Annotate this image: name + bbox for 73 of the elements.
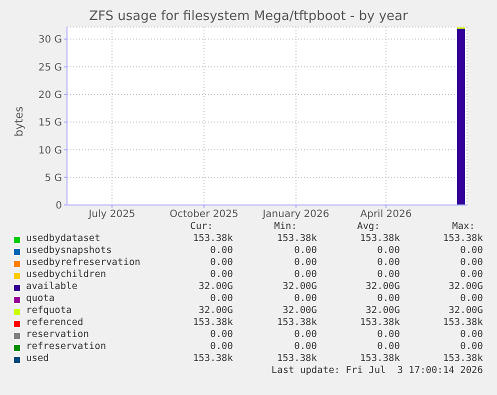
text: 0.00 [459, 257, 483, 268]
text: 32.00G [448, 281, 483, 292]
y-tick-label: 0 [56, 200, 62, 212]
text: 0.00 [209, 257, 233, 268]
text: 0.00 [376, 269, 400, 280]
legend-label: reservation [26, 329, 89, 340]
y-axis-title: bytes [12, 106, 26, 137]
text: 32.00G [364, 281, 400, 292]
text: 153.38k [358, 353, 400, 364]
text: 0.00 [209, 293, 233, 304]
text: 153.38k [276, 233, 317, 244]
legend-label: available [26, 281, 78, 292]
text: 32.00G [448, 305, 483, 316]
chart-title: ZFS usage for filesystem Mega/tftpboot - by year [88, 9, 409, 24]
text: 0.00 [459, 293, 483, 304]
text: 0.00 [459, 329, 483, 340]
text: 0.00 [459, 269, 483, 280]
text: 32.00G [364, 305, 400, 316]
text: Avg: [356, 221, 380, 232]
text: Last update: Fri Jul 3 17:00:14 2026 [270, 365, 483, 376]
x-tick-label: April 2026 [360, 209, 412, 220]
x-tick-label: October 2025 [170, 209, 238, 220]
text: 153.38k [442, 233, 483, 244]
legend-label: usedbyrefreservation [26, 257, 140, 268]
text: 153.38k [192, 317, 233, 328]
text: 153.38k [192, 353, 233, 364]
text: 0.00 [293, 341, 317, 352]
text: 32.00G [282, 281, 317, 292]
legend-label: quota [26, 293, 55, 304]
text: 0.00 [209, 269, 233, 280]
text: 32.00G [282, 305, 317, 316]
text: 0.00 [376, 329, 400, 340]
y-tick-label: 10 G [38, 145, 62, 156]
y-tick-label: 20 G [38, 90, 62, 101]
text: 0.00 [293, 329, 317, 340]
text: 0.00 [376, 245, 400, 256]
text: 153.38k [442, 317, 483, 328]
text: 0.00 [209, 329, 233, 340]
legend-label: usedbydataset [26, 233, 100, 244]
text: 0.00 [376, 293, 400, 304]
y-tick-label: 5 G [44, 172, 62, 184]
text: 0.00 [293, 245, 317, 256]
legend-label: usedbychildren [26, 269, 106, 280]
x-tick-label: July 2025 [88, 209, 136, 220]
text: Max: [451, 221, 475, 232]
legend-label: referenced [26, 317, 84, 328]
legend-label: refreservation [26, 341, 106, 352]
text: 153.38k [358, 233, 400, 244]
text: 0.00 [209, 341, 233, 352]
text: 0.00 [293, 269, 317, 280]
text: 0.00 [459, 245, 483, 256]
legend-label: refquota [26, 305, 72, 316]
y-tick-label: 15 G [38, 118, 62, 129]
text: 0.00 [293, 257, 317, 268]
text: 153.38k [276, 317, 317, 328]
legend-label: usedbysnapshots [26, 245, 112, 256]
text: 153.38k [192, 233, 233, 244]
text: Min: [273, 221, 297, 232]
y-tick-label: 30 G [38, 34, 62, 46]
text: 32.00G [198, 305, 233, 316]
text: 0.00 [376, 341, 400, 352]
text: 0.00 [293, 293, 317, 304]
text: 153.38k [442, 353, 483, 364]
text: 0.00 [209, 245, 233, 256]
text: 32.00G [198, 281, 233, 292]
text: 153.38k [276, 353, 317, 364]
legend-label: used [26, 353, 49, 364]
y-tick-label: 25 G [38, 62, 62, 74]
text: 153.38k [358, 317, 400, 328]
x-tick-label: January 2026 [262, 209, 330, 220]
text: Cur: [189, 221, 213, 232]
text: 0.00 [459, 341, 483, 352]
text: 0.00 [376, 257, 400, 268]
